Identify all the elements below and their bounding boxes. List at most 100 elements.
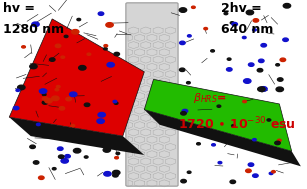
Circle shape [267,119,271,121]
Polygon shape [144,110,301,166]
Circle shape [87,53,91,55]
Circle shape [227,58,231,60]
Circle shape [17,85,25,90]
Circle shape [246,169,251,173]
Circle shape [212,144,216,146]
Text: 1280 nm: 1280 nm [3,23,64,36]
Circle shape [30,145,35,149]
Circle shape [243,36,246,39]
Circle shape [278,139,281,141]
Circle shape [58,155,64,158]
Polygon shape [9,19,144,136]
Circle shape [66,97,72,101]
Circle shape [181,179,186,183]
Circle shape [180,41,185,45]
Circle shape [103,48,107,50]
Circle shape [61,56,65,58]
Circle shape [227,68,232,71]
Circle shape [39,176,44,179]
Text: 640 nm: 640 nm [221,23,274,36]
Circle shape [181,112,186,115]
Circle shape [110,142,116,145]
Circle shape [230,180,235,184]
Circle shape [65,155,70,158]
Circle shape [57,147,63,150]
Circle shape [45,98,52,103]
Circle shape [64,35,68,38]
Circle shape [97,119,104,123]
Circle shape [261,44,266,47]
Circle shape [84,156,88,158]
Circle shape [98,12,104,15]
Circle shape [77,18,81,21]
Circle shape [79,66,86,70]
Circle shape [103,148,111,152]
Circle shape [276,87,283,92]
Text: hv =: hv = [3,2,35,15]
Circle shape [61,159,68,163]
Circle shape [115,157,119,159]
Circle shape [192,6,195,9]
Circle shape [272,171,275,173]
Circle shape [248,63,254,66]
Circle shape [179,8,187,12]
Circle shape [224,12,228,15]
Circle shape [73,148,81,153]
Circle shape [231,125,235,127]
Circle shape [52,96,59,101]
Circle shape [276,64,279,66]
Circle shape [71,125,75,127]
Circle shape [98,112,105,117]
Circle shape [55,88,59,91]
Text: 1720 $\bullet$ 10$^{-30}$ esu: 1720 $\bullet$ 10$^{-30}$ esu [178,115,296,132]
Circle shape [182,109,188,113]
Circle shape [243,79,251,83]
Circle shape [278,78,283,81]
Circle shape [211,50,214,52]
Circle shape [187,82,190,84]
Circle shape [69,92,77,97]
Circle shape [113,170,120,175]
Circle shape [188,35,191,37]
Circle shape [42,101,48,104]
Circle shape [218,162,222,164]
Circle shape [84,103,90,106]
Polygon shape [9,117,144,155]
Circle shape [253,174,258,177]
Circle shape [283,4,291,8]
Circle shape [280,58,286,61]
Circle shape [258,59,264,63]
Text: 2hv =: 2hv = [221,2,262,15]
Circle shape [253,139,256,141]
Circle shape [56,85,60,88]
Circle shape [260,87,267,91]
Circle shape [253,19,258,22]
Circle shape [33,161,39,164]
Circle shape [52,168,56,170]
Circle shape [232,22,237,26]
Text: $\beta_{HRS}$=: $\beta_{HRS}$= [193,91,227,105]
Circle shape [42,93,46,96]
Circle shape [59,107,65,110]
Circle shape [22,46,25,48]
Circle shape [243,100,247,103]
Circle shape [16,89,20,91]
Circle shape [106,23,113,27]
Circle shape [42,97,48,100]
Polygon shape [144,79,292,151]
Circle shape [113,174,118,177]
Circle shape [275,141,280,145]
Circle shape [114,102,118,104]
Circle shape [72,29,79,34]
Circle shape [253,29,256,31]
Circle shape [248,163,254,166]
Circle shape [104,45,108,47]
Circle shape [49,58,55,61]
Circle shape [187,171,191,173]
Circle shape [230,22,234,24]
Circle shape [180,68,185,71]
Circle shape [55,44,61,48]
Circle shape [269,172,273,174]
Circle shape [114,52,119,56]
Circle shape [104,172,111,176]
